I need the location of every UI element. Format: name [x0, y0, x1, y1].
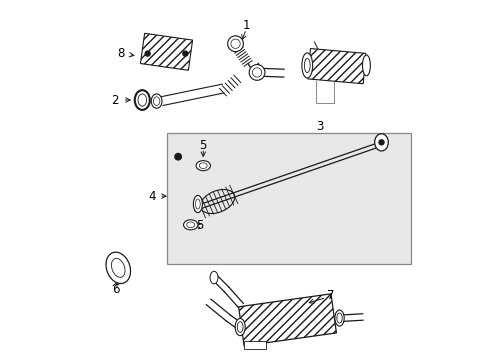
Text: 6: 6 — [111, 283, 119, 296]
Text: 3: 3 — [315, 121, 323, 134]
Text: 5: 5 — [196, 219, 203, 233]
Ellipse shape — [193, 195, 202, 213]
Text: 1: 1 — [242, 19, 249, 32]
Circle shape — [378, 140, 383, 145]
Ellipse shape — [235, 319, 244, 336]
Bar — [238, 294, 336, 346]
Ellipse shape — [301, 53, 312, 78]
Circle shape — [249, 64, 264, 80]
Bar — [307, 49, 365, 84]
Text: 7: 7 — [326, 289, 334, 302]
Circle shape — [227, 36, 243, 51]
Ellipse shape — [151, 94, 162, 108]
Ellipse shape — [196, 161, 210, 171]
Bar — [140, 33, 192, 70]
Ellipse shape — [106, 252, 130, 284]
Ellipse shape — [334, 310, 344, 326]
Ellipse shape — [135, 90, 149, 110]
Ellipse shape — [210, 271, 218, 284]
Circle shape — [183, 51, 187, 56]
Circle shape — [175, 153, 181, 160]
Ellipse shape — [183, 220, 198, 230]
Ellipse shape — [362, 55, 369, 76]
Text: 5: 5 — [199, 139, 206, 152]
Circle shape — [145, 51, 150, 56]
Bar — [167, 134, 410, 264]
Ellipse shape — [374, 134, 387, 151]
Bar — [244, 341, 265, 349]
Text: 8: 8 — [117, 47, 124, 60]
Text: 4: 4 — [148, 190, 155, 203]
Text: 2: 2 — [111, 94, 118, 107]
